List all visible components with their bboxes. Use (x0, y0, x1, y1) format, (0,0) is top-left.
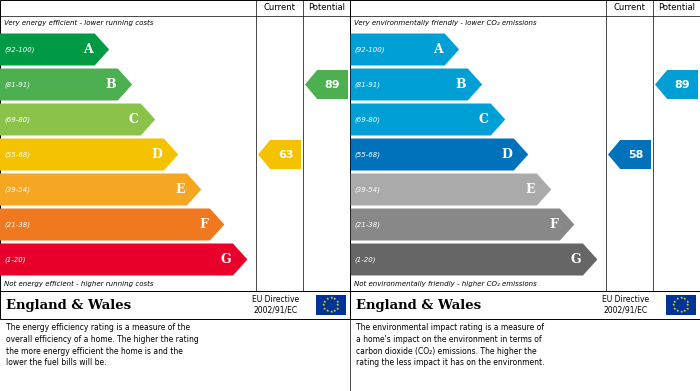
Text: (81-91): (81-91) (354, 81, 380, 88)
Text: ★: ★ (676, 309, 679, 313)
Text: ★: ★ (326, 297, 329, 301)
Polygon shape (350, 174, 552, 206)
Text: (92-100): (92-100) (4, 46, 34, 53)
Text: F: F (549, 218, 558, 231)
Text: ★: ★ (682, 309, 686, 313)
Polygon shape (305, 70, 348, 99)
Text: ★: ★ (679, 310, 682, 314)
Polygon shape (350, 34, 459, 66)
Text: B: B (455, 78, 466, 91)
Text: 58: 58 (628, 149, 643, 160)
Text: (21-38): (21-38) (354, 221, 380, 228)
Bar (316, 295, 346, 315)
Text: ★: ★ (672, 303, 676, 307)
Polygon shape (0, 34, 109, 66)
Text: A: A (83, 43, 92, 56)
Text: ★: ★ (323, 307, 327, 310)
Bar (666, 295, 696, 315)
Text: EU Directive
2002/91/EC: EU Directive 2002/91/EC (602, 295, 649, 315)
Text: ★: ★ (332, 309, 336, 313)
Text: Current: Current (614, 4, 645, 13)
Text: Current: Current (264, 4, 295, 13)
Text: ★: ★ (326, 309, 329, 313)
Text: ★: ★ (685, 300, 689, 303)
Polygon shape (258, 140, 301, 169)
Polygon shape (608, 140, 651, 169)
Text: (81-91): (81-91) (4, 81, 30, 88)
Text: C: C (479, 113, 489, 126)
Text: ★: ★ (336, 303, 340, 307)
Text: ★: ★ (329, 310, 332, 314)
Text: D: D (151, 148, 162, 161)
Polygon shape (350, 138, 528, 170)
Polygon shape (0, 174, 202, 206)
Text: D: D (501, 148, 512, 161)
Text: E: E (176, 183, 185, 196)
Text: Potential: Potential (658, 4, 695, 13)
Text: (69-80): (69-80) (4, 116, 30, 123)
Text: EU Directive
2002/91/EC: EU Directive 2002/91/EC (252, 295, 299, 315)
Text: C: C (129, 113, 139, 126)
Text: ★: ★ (682, 297, 686, 301)
Text: E: E (526, 183, 535, 196)
Text: G: G (570, 253, 581, 266)
Text: (55-68): (55-68) (4, 151, 30, 158)
Text: ★: ★ (329, 296, 332, 300)
Text: F: F (199, 218, 208, 231)
Polygon shape (655, 70, 698, 99)
Polygon shape (350, 68, 482, 100)
Polygon shape (0, 208, 224, 240)
Text: (69-80): (69-80) (354, 116, 380, 123)
Text: (39-54): (39-54) (4, 186, 30, 193)
Text: (92-100): (92-100) (354, 46, 384, 53)
Text: ★: ★ (332, 297, 336, 301)
Bar (350, 0, 700, 291)
Text: A: A (433, 43, 442, 56)
Text: ★: ★ (322, 303, 326, 307)
Text: The energy efficiency rating is a measure of the
overall efficiency of a home. T: The energy efficiency rating is a measur… (6, 323, 199, 368)
Bar (0, 0, 350, 291)
Polygon shape (0, 104, 155, 136)
Bar (350, 291, 700, 319)
Text: Not environmentally friendly - higher CO₂ emissions: Not environmentally friendly - higher CO… (354, 281, 537, 287)
Text: (1-20): (1-20) (354, 256, 375, 263)
Polygon shape (350, 244, 597, 276)
Polygon shape (350, 104, 505, 136)
Text: Very environmentally friendly - lower CO₂ emissions: Very environmentally friendly - lower CO… (354, 20, 537, 26)
Polygon shape (0, 138, 178, 170)
Text: (1-20): (1-20) (4, 256, 25, 263)
Text: G: G (220, 253, 231, 266)
Text: ★: ★ (686, 303, 690, 307)
Bar (0, 291, 350, 319)
Text: ★: ★ (679, 296, 682, 300)
Text: ★: ★ (673, 300, 677, 303)
Polygon shape (0, 68, 132, 100)
Text: Potential: Potential (308, 4, 345, 13)
Text: Very energy efficient - lower running costs: Very energy efficient - lower running co… (4, 20, 153, 26)
Text: ★: ★ (673, 307, 677, 310)
Text: (55-68): (55-68) (354, 151, 380, 158)
Text: 89: 89 (675, 79, 690, 90)
Text: England & Wales: England & Wales (356, 298, 481, 312)
Text: ★: ★ (323, 300, 327, 303)
Text: (21-38): (21-38) (4, 221, 30, 228)
Text: ★: ★ (335, 307, 339, 310)
Text: Not energy efficient - higher running costs: Not energy efficient - higher running co… (4, 281, 153, 287)
Text: (39-54): (39-54) (354, 186, 380, 193)
Text: ★: ★ (335, 300, 339, 303)
Text: England & Wales: England & Wales (6, 298, 131, 312)
Text: ★: ★ (676, 297, 679, 301)
Text: 63: 63 (278, 149, 293, 160)
Text: The environmental impact rating is a measure of
a home's impact on the environme: The environmental impact rating is a mea… (356, 323, 545, 368)
Polygon shape (0, 244, 247, 276)
Polygon shape (350, 208, 574, 240)
Text: 89: 89 (325, 79, 340, 90)
Text: B: B (105, 78, 116, 91)
Text: ★: ★ (685, 307, 689, 310)
